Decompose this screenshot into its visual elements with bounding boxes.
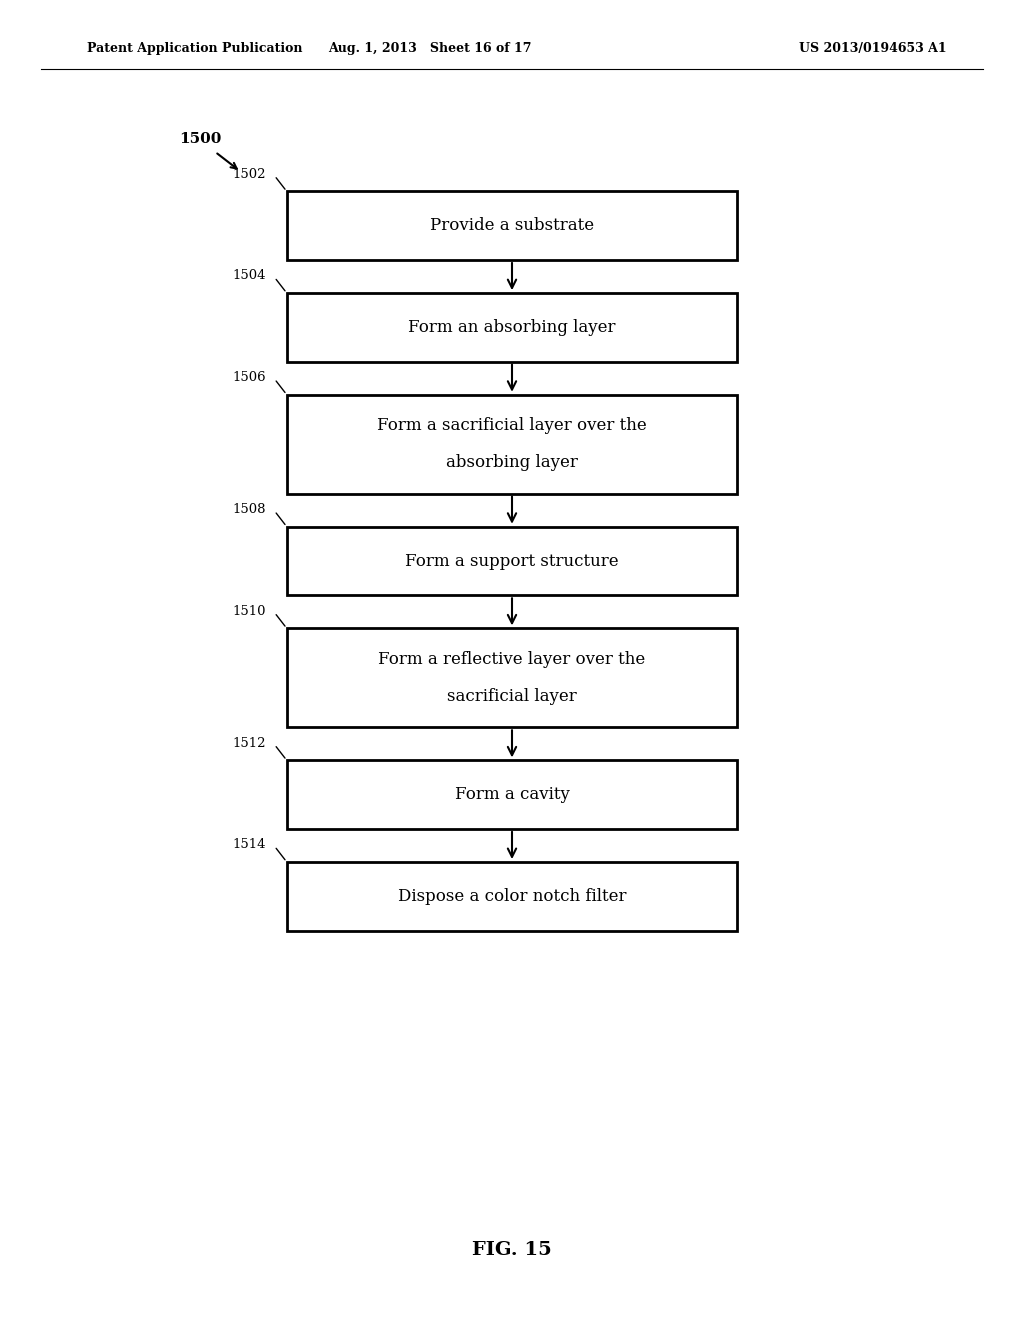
Text: Patent Application Publication: Patent Application Publication xyxy=(87,42,302,55)
Text: Form a cavity: Form a cavity xyxy=(455,787,569,803)
Text: 1502: 1502 xyxy=(232,168,266,181)
Text: US 2013/0194653 A1: US 2013/0194653 A1 xyxy=(799,42,946,55)
Text: 1500: 1500 xyxy=(179,132,221,145)
FancyBboxPatch shape xyxy=(287,628,737,727)
Text: Aug. 1, 2013   Sheet 16 of 17: Aug. 1, 2013 Sheet 16 of 17 xyxy=(329,42,531,55)
Text: Form a reflective layer over the: Form a reflective layer over the xyxy=(379,651,645,668)
FancyBboxPatch shape xyxy=(287,760,737,829)
Text: Form a sacrificial layer over the: Form a sacrificial layer over the xyxy=(377,417,647,434)
FancyBboxPatch shape xyxy=(287,293,737,362)
Text: 1512: 1512 xyxy=(232,737,266,750)
Text: 1508: 1508 xyxy=(232,503,266,516)
Text: 1504: 1504 xyxy=(232,269,266,282)
Text: absorbing layer: absorbing layer xyxy=(446,454,578,471)
Text: Form an absorbing layer: Form an absorbing layer xyxy=(409,319,615,335)
Text: sacrificial layer: sacrificial layer xyxy=(447,688,577,705)
FancyBboxPatch shape xyxy=(287,862,737,931)
Text: FIG. 15: FIG. 15 xyxy=(472,1241,552,1259)
FancyBboxPatch shape xyxy=(287,395,737,494)
Text: Form a support structure: Form a support structure xyxy=(406,553,618,569)
Text: 1514: 1514 xyxy=(232,838,266,851)
Text: 1506: 1506 xyxy=(232,371,266,384)
FancyBboxPatch shape xyxy=(287,191,737,260)
Text: 1510: 1510 xyxy=(232,605,266,618)
Text: Provide a substrate: Provide a substrate xyxy=(430,218,594,234)
Text: Dispose a color notch filter: Dispose a color notch filter xyxy=(397,888,627,904)
FancyBboxPatch shape xyxy=(287,527,737,595)
